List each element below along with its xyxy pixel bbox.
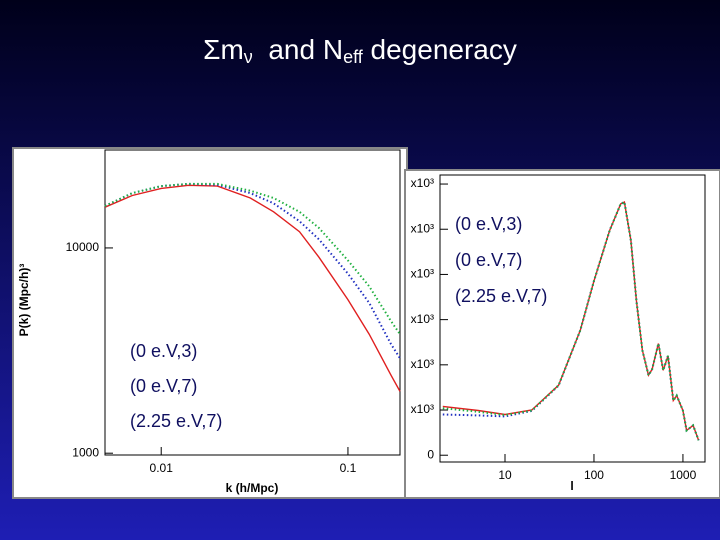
legend-label: (0 e.V,3): [455, 214, 522, 234]
y-tick-label: 10000: [66, 240, 100, 254]
x-tick-label: 0.1: [340, 461, 357, 475]
title-part: Σm: [203, 34, 244, 65]
legend-label: (2.25 e.V,7): [130, 411, 222, 431]
title-sub: eff: [343, 47, 364, 67]
series-line: [442, 200, 700, 441]
chart-box: [404, 169, 720, 499]
series-line: [104, 184, 401, 392]
legend-label: (0 e.V,7): [130, 376, 197, 396]
y-tick-label: x10³: [411, 267, 434, 281]
y-tick-label: x10³: [411, 176, 434, 190]
x-tick-label: 0.01: [150, 461, 174, 475]
chart: 10 100 1000 0 x10³ x10³ x10³ x10³ x10³ x10³ l (0 e.…: [404, 169, 720, 499]
y-tick-label: x10³: [411, 357, 434, 371]
x-tick-label: 100: [584, 468, 604, 482]
plot-frame: [104, 149, 401, 456]
x-tick-label: 10: [498, 468, 512, 482]
plot-frame: [439, 174, 706, 463]
slide-title: Σmν and Neff degeneracy: [203, 34, 517, 66]
chart-box: [12, 147, 408, 499]
title-part: and N: [253, 34, 343, 65]
legend-label: (2.25 e.V,7): [455, 286, 547, 306]
y-tick-label: x10³: [411, 221, 434, 235]
y-axis-label: P(k) (Mpc/h)³: [17, 264, 31, 337]
y-tick-label: 1000: [72, 445, 99, 459]
y-tick-label: x10³: [411, 402, 434, 416]
chart: 0.01 0.1 1000 10000 k (h/Mpc) P(k) (Mpc/h)³ (0…: [12, 147, 408, 499]
y-tick-label: x10³: [411, 312, 434, 326]
legend-label: (0 e.V,3): [130, 341, 197, 361]
legend-label: (0 e.V,7): [455, 250, 522, 270]
x-tick-label: 1000: [670, 468, 697, 482]
x-axis-label: l: [570, 479, 573, 493]
title-part: degeneracy: [363, 34, 517, 65]
title-sub: ν: [244, 47, 253, 67]
y-tick-label: 0: [427, 447, 434, 461]
x-axis-label: k (h/Mpc): [226, 481, 279, 495]
